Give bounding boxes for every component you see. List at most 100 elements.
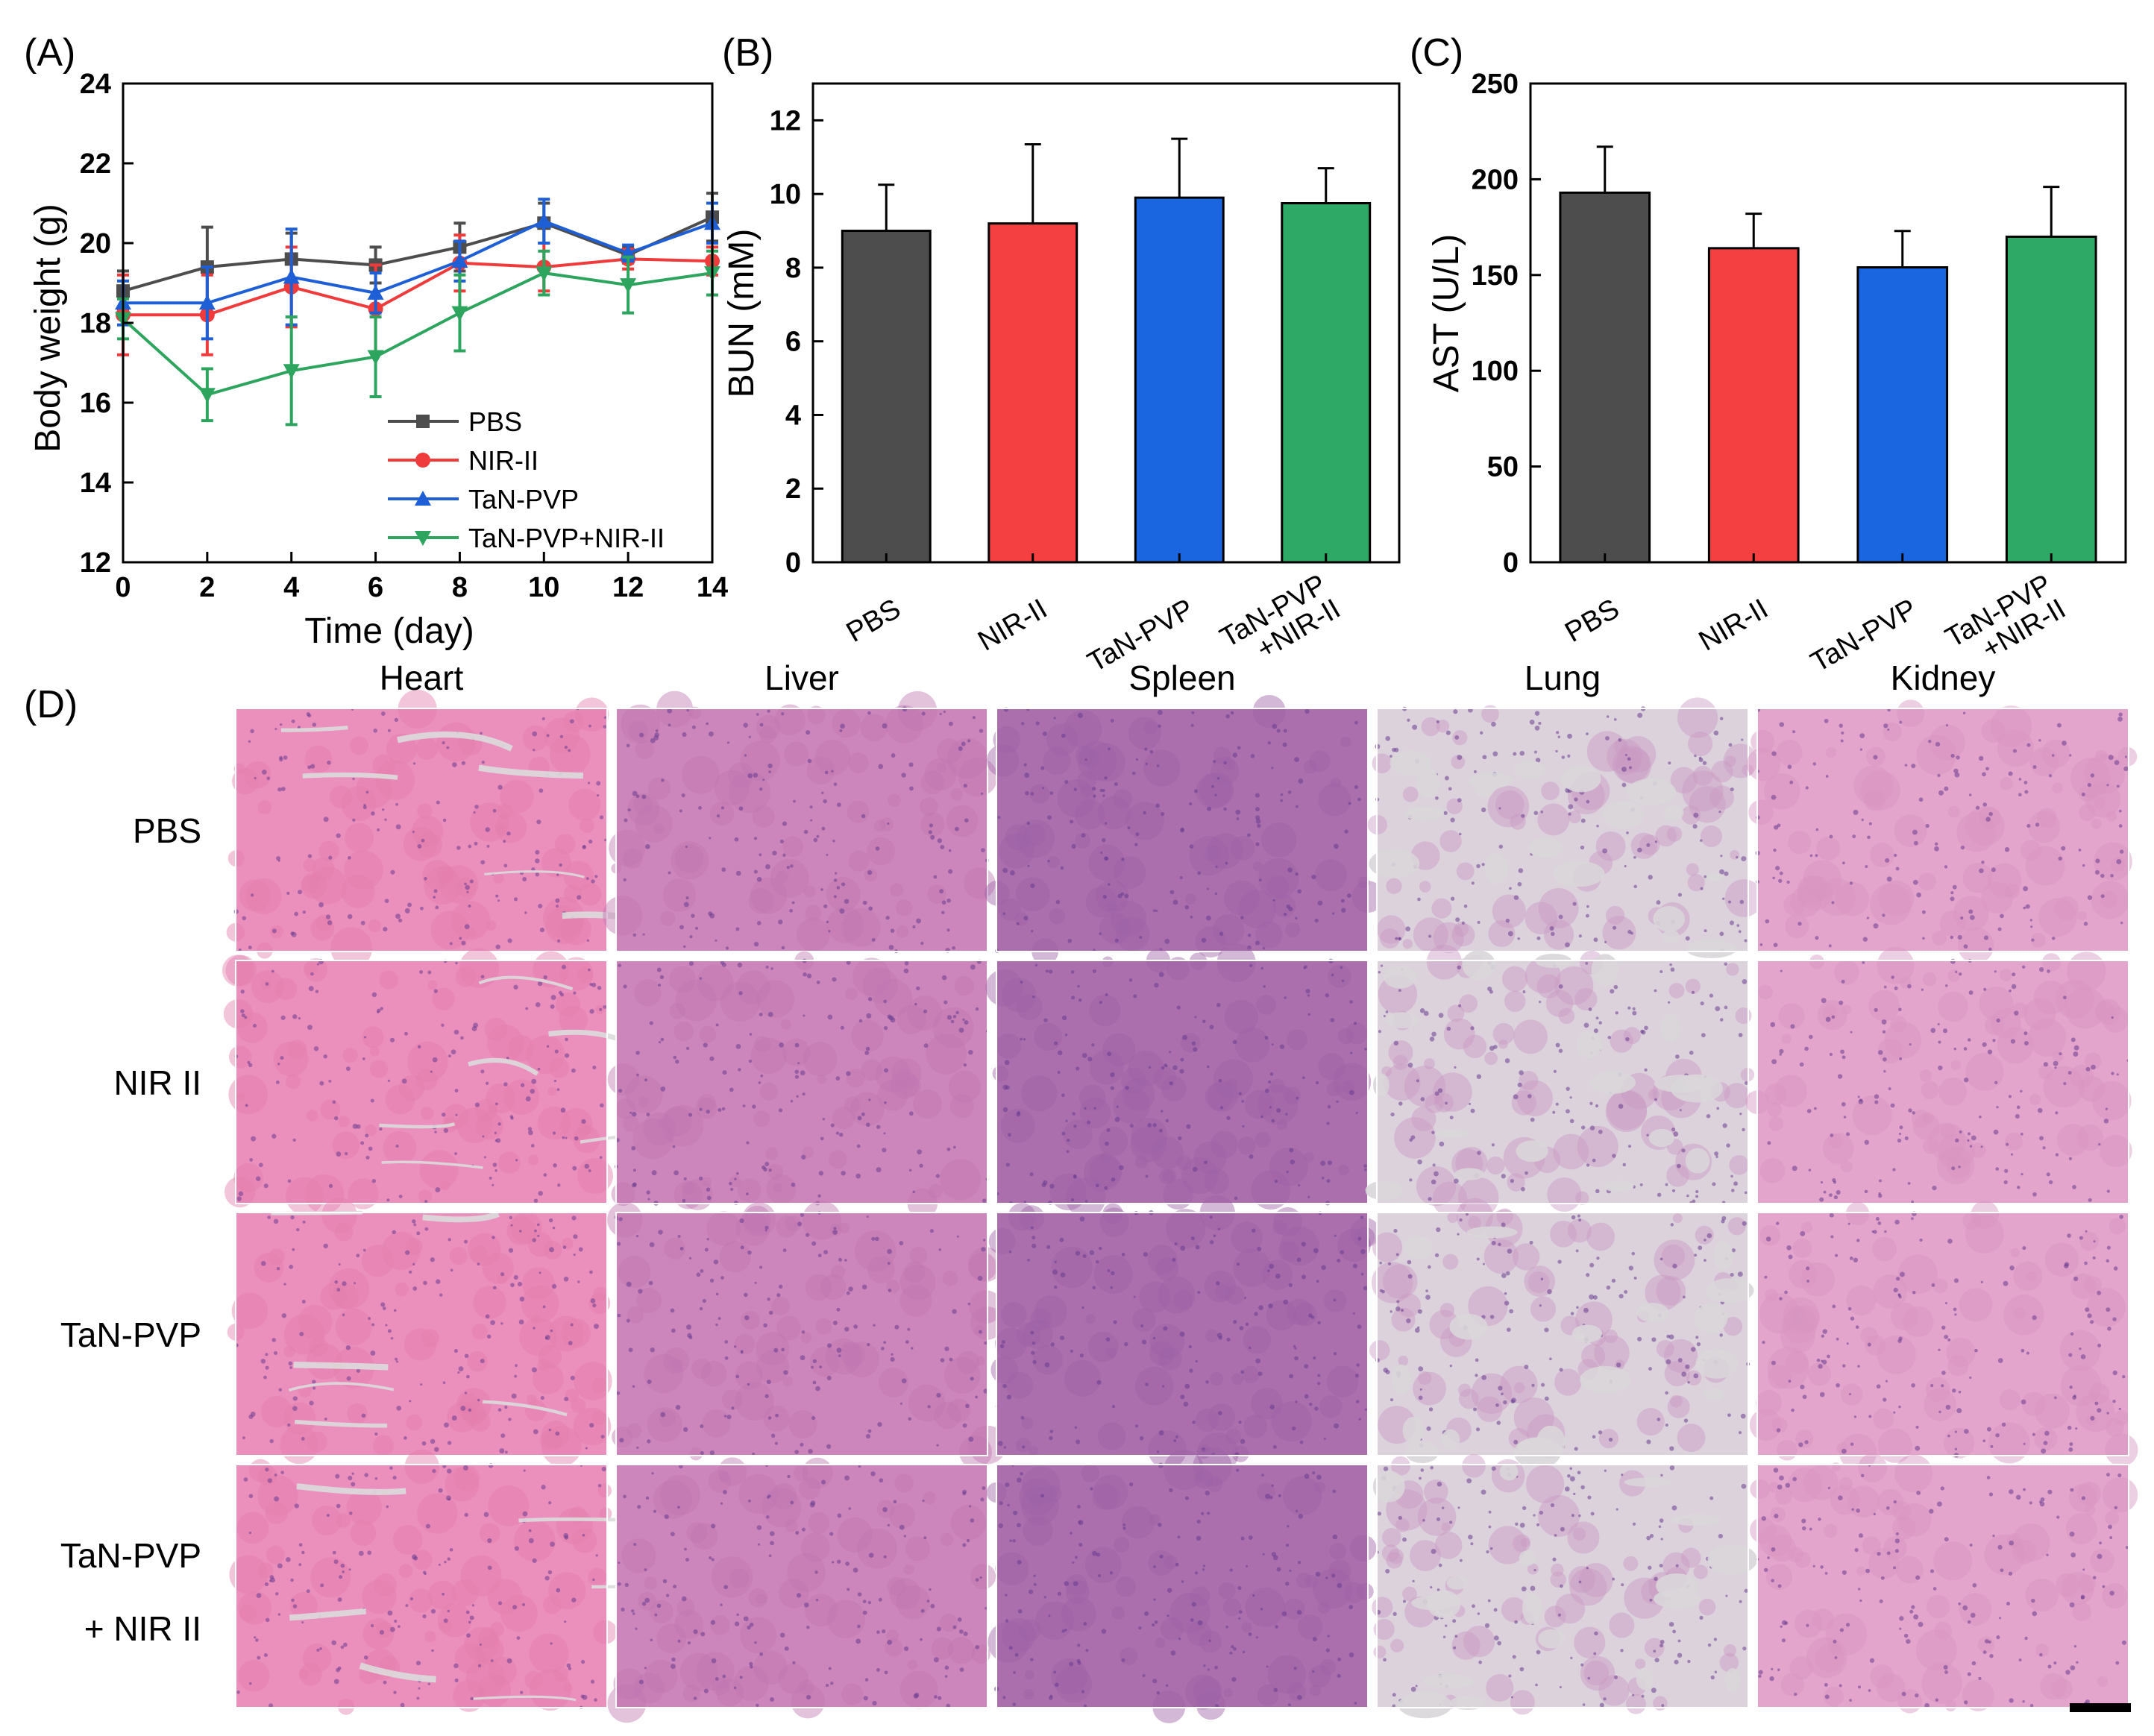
tissue-nucleus [836, 802, 841, 808]
tissue-nucleus [1479, 731, 1483, 735]
tissue-nucleus [1786, 880, 1790, 884]
tissue-nucleus [1513, 752, 1517, 756]
tissue-nucleus [1827, 1354, 1830, 1359]
tissue-nucleus [1918, 1621, 1924, 1627]
tissue-texture [1402, 938, 1413, 949]
tissue-nucleus [320, 1583, 324, 1588]
tissue-texture [995, 1552, 1029, 1586]
tissue-nucleus [1804, 1440, 1809, 1444]
tissue-nucleus [1586, 1273, 1590, 1277]
tissue-nucleus [1862, 937, 1868, 942]
tissue-nucleus [836, 1347, 842, 1353]
tissue-texture [430, 911, 470, 950]
tissue-nucleus [2097, 1553, 2103, 1559]
tissue-nucleus [1962, 711, 1966, 714]
tissue-nucleus [595, 1554, 598, 1557]
tissue-nucleus [836, 1559, 841, 1564]
tissue-texture [591, 1410, 606, 1426]
tissue-nucleus [970, 1377, 974, 1381]
tissue-texture [1759, 1225, 1780, 1246]
tissue-nucleus [460, 1036, 464, 1040]
tissue-nucleus [434, 1130, 437, 1133]
tissue-nucleus [1912, 829, 1918, 835]
tissue-texture [1112, 788, 1133, 809]
tissue-nucleus [453, 1663, 459, 1669]
tissue-nucleus [1608, 1437, 1613, 1442]
tissue-nucleus [1510, 1178, 1515, 1183]
tissue-texture [1244, 1089, 1274, 1119]
tissue-texture [1230, 835, 1255, 861]
tissue-nucleus [791, 1182, 796, 1187]
tissue-nucleus [1043, 1180, 1048, 1186]
tissue-nucleus [337, 1597, 342, 1603]
tissue-texture [719, 1241, 751, 1273]
tissue-nucleus [286, 1557, 291, 1562]
tissue-nucleus [673, 1055, 677, 1060]
tissue-nucleus [659, 975, 665, 980]
tissue-nucleus [1035, 721, 1040, 726]
tissue-nucleus [1777, 1584, 1782, 1588]
tissue-nucleus [1693, 1373, 1699, 1379]
tissue-nucleus [2080, 1354, 2086, 1359]
tissue-texture [303, 858, 317, 872]
tissue-nucleus [1586, 905, 1589, 908]
tissue-texture [266, 1545, 285, 1564]
tissue-nucleus [1031, 1350, 1035, 1355]
tissue-nucleus [1886, 876, 1892, 882]
tissue-nucleus [1016, 922, 1020, 925]
tissue-nucleus [263, 1653, 268, 1658]
tissue-texture [341, 786, 377, 822]
image-border [1376, 960, 1749, 1204]
tissue-nucleus [393, 1691, 397, 1694]
series-line [122, 216, 713, 293]
tissue-texture [1398, 1355, 1409, 1366]
tissue-nucleus [1145, 1174, 1149, 1178]
tissue-texture [1544, 1606, 1566, 1628]
tissue-nucleus [1255, 940, 1260, 946]
tissue-nucleus [1707, 1643, 1712, 1647]
tissue-texture [740, 1617, 777, 1654]
tissue-nucleus [1971, 1135, 1976, 1141]
tissue-texture [1303, 760, 1317, 774]
tissue-nucleus [1627, 757, 1631, 761]
tissue-nucleus [654, 1613, 658, 1617]
tissue-texture [1148, 1550, 1175, 1576]
tissue-nucleus [1899, 1125, 1903, 1130]
tissue-texture [1872, 1236, 1897, 1262]
tissue-nucleus [1148, 1066, 1152, 1069]
tissue-nucleus [1599, 1702, 1604, 1708]
tissue-nucleus [281, 1313, 287, 1318]
tissue-nucleus [555, 898, 560, 903]
tissue-texture [1513, 1382, 1525, 1394]
tissue-nucleus [975, 1644, 980, 1649]
tissue-nucleus [2026, 823, 2031, 828]
tissue-nucleus [700, 1450, 704, 1456]
row-label: NIR II [113, 1063, 201, 1102]
tissue-nucleus [1323, 1437, 1326, 1440]
tissue-nucleus [1280, 799, 1284, 802]
tissue-nucleus [1139, 1436, 1144, 1441]
tissue-nucleus [265, 1617, 270, 1623]
tissue-texture [1001, 1617, 1036, 1652]
tissue-nucleus [715, 1323, 718, 1327]
tissue-nucleus [532, 1238, 537, 1242]
tissue-nucleus [1409, 1178, 1413, 1182]
tissue-nucleus [531, 867, 536, 872]
tissue-texture [1319, 1658, 1337, 1676]
tissue-nucleus [1539, 1001, 1542, 1004]
tissue-texture [1524, 1265, 1556, 1297]
tissue-texture [1956, 812, 1997, 852]
tissue-nucleus [1969, 1376, 1972, 1380]
tissue-texture [2105, 1433, 2138, 1467]
tissue-nucleus [1102, 837, 1106, 843]
tissue-nucleus [982, 1198, 987, 1203]
tissue-nucleus [447, 1468, 452, 1474]
tissue-nucleus [1825, 775, 1829, 778]
tissue-nucleus [671, 1328, 676, 1333]
tissue-gap [289, 1608, 366, 1621]
tissue-nucleus [1722, 897, 1725, 900]
tissue-texture [662, 1104, 704, 1147]
tissue-nucleus [1334, 843, 1339, 849]
tissue-nucleus [395, 802, 399, 806]
tissue-nucleus [2090, 1415, 2095, 1421]
